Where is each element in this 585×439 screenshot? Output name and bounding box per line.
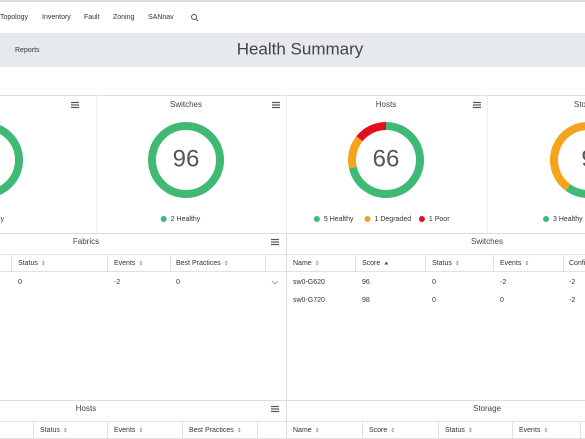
widget-title: Storage bbox=[574, 100, 585, 109]
table-cell: sw0-G720 bbox=[293, 297, 325, 304]
table-cell: -2 bbox=[569, 297, 575, 304]
legend-dot bbox=[313, 216, 320, 222]
page-title: Health Summary bbox=[237, 39, 364, 58]
legend-label: Healthy bbox=[559, 216, 583, 223]
donut-segment bbox=[148, 122, 224, 198]
legend-label: Poor bbox=[435, 216, 450, 223]
legend-entry: 1 Poor bbox=[429, 216, 450, 223]
sort-icon bbox=[384, 261, 389, 265]
menu-icon[interactable] bbox=[71, 101, 79, 109]
legend-label: Healthy bbox=[330, 216, 354, 223]
menu-icon[interactable] bbox=[272, 101, 280, 109]
table-cell: 0 bbox=[432, 279, 436, 286]
menu-icon[interactable] bbox=[473, 101, 481, 109]
column-header[interactable]: Events bbox=[519, 427, 541, 434]
table-cell: 0 bbox=[176, 279, 180, 286]
column-header[interactable]: Name bbox=[293, 260, 312, 267]
header-band bbox=[0, 33, 585, 67]
column-header[interactable]: Confi bbox=[569, 260, 585, 267]
score: 66 bbox=[373, 145, 400, 172]
donut-ring bbox=[0, 125, 23, 195]
table-cell: 0 bbox=[432, 297, 436, 304]
legend-entry: 3 Healthy bbox=[553, 216, 583, 223]
donut-segment bbox=[550, 122, 585, 191]
table-title: Hosts bbox=[76, 404, 96, 413]
sort-icon bbox=[139, 260, 143, 266]
score: 96 bbox=[173, 145, 200, 172]
legend-entry: 5 Healthy bbox=[324, 216, 354, 223]
table-title: Switches bbox=[471, 237, 503, 246]
breadcrumb[interactable]: Reports bbox=[15, 47, 40, 54]
nav-item[interactable]: Topology bbox=[0, 14, 29, 21]
legend-label: Degraded bbox=[380, 216, 411, 223]
widget-title: Hosts bbox=[376, 100, 396, 109]
sort-icon bbox=[139, 427, 143, 433]
nav-item[interactable]: Fault bbox=[84, 14, 100, 21]
column-header[interactable]: Best Practices bbox=[176, 260, 221, 267]
top-border bbox=[0, 0, 585, 2]
sort-icon bbox=[544, 427, 548, 433]
legend-count: 1 bbox=[375, 216, 379, 223]
table-title: Fabrics bbox=[73, 237, 99, 246]
score: 9 bbox=[581, 145, 585, 172]
legend-dot bbox=[418, 216, 425, 222]
legend-count: 1 bbox=[429, 216, 433, 223]
column-header[interactable]: Status bbox=[445, 427, 465, 434]
table-cell: -2 bbox=[114, 279, 120, 286]
sort-icon bbox=[237, 427, 241, 433]
sort-icon bbox=[455, 260, 459, 266]
legend-dot bbox=[160, 216, 167, 222]
column-header[interactable]: Status bbox=[18, 260, 38, 267]
legend-count: 5 bbox=[324, 216, 328, 223]
legend-label: Healthy bbox=[0, 216, 5, 223]
column-header[interactable]: Status bbox=[40, 427, 60, 434]
table-cell: -2 bbox=[500, 279, 506, 286]
table-cell: 98 bbox=[362, 297, 370, 304]
sort-icon bbox=[315, 260, 319, 266]
nav-item[interactable]: Zoning bbox=[113, 14, 135, 21]
menu-icon[interactable] bbox=[271, 405, 279, 413]
legend-dot bbox=[364, 216, 371, 222]
donut-segment bbox=[348, 122, 424, 198]
widget-title: Switches bbox=[170, 100, 202, 109]
legend-label: Healthy bbox=[177, 216, 201, 223]
column-header[interactable]: Events bbox=[114, 260, 136, 267]
menu-icon[interactable] bbox=[271, 238, 279, 246]
sort-icon bbox=[525, 260, 529, 266]
sort-icon bbox=[315, 427, 319, 433]
column-header[interactable]: Name bbox=[293, 427, 312, 434]
nav-item[interactable]: SANnav bbox=[148, 14, 174, 21]
sort-icon bbox=[391, 427, 395, 433]
column-header[interactable]: Events bbox=[500, 260, 522, 267]
table-cell: 0 bbox=[18, 279, 22, 286]
sort-icon bbox=[468, 427, 472, 433]
column-header[interactable]: Score bbox=[362, 260, 380, 267]
column-header[interactable]: Events bbox=[114, 427, 136, 434]
legend-entry: 1 Degraded bbox=[375, 216, 412, 223]
table-cell: 96 bbox=[362, 279, 370, 286]
table-cell: -2 bbox=[569, 279, 575, 286]
nav-item[interactable]: Inventory bbox=[42, 14, 71, 21]
column-header[interactable]: Score bbox=[369, 427, 387, 434]
column-header[interactable]: Status bbox=[432, 260, 452, 267]
legend-count: 2 bbox=[171, 216, 175, 223]
legend-entry: 2 Healthy bbox=[171, 216, 201, 223]
table-title: Storage bbox=[473, 404, 502, 413]
table-cell: 0 bbox=[500, 297, 504, 304]
expand-chevron[interactable] bbox=[271, 280, 279, 285]
sort-icon bbox=[41, 260, 45, 266]
table-cell: sw0-G620 bbox=[293, 279, 325, 286]
sort-icon bbox=[224, 260, 228, 266]
search-icon[interactable] bbox=[191, 14, 199, 22]
donut-segment bbox=[348, 136, 363, 169]
column-header[interactable]: Best Practices bbox=[189, 427, 234, 434]
legend-dot bbox=[543, 216, 549, 222]
donut-segment bbox=[356, 122, 387, 142]
legend-count: 3 bbox=[553, 216, 557, 223]
sort-icon bbox=[63, 427, 67, 433]
